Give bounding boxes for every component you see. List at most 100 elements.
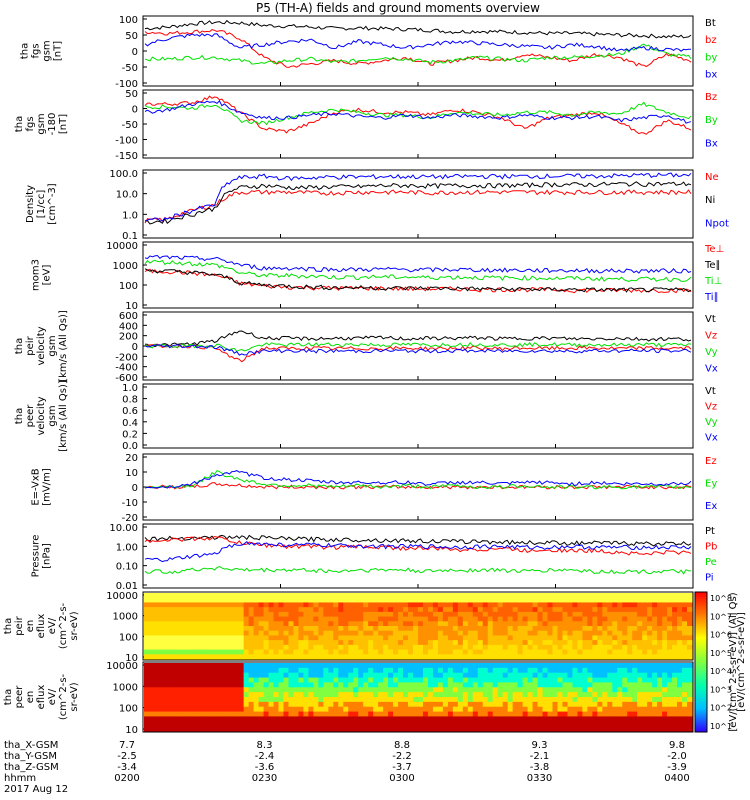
heatmap-cell	[233, 616, 240, 622]
heatmap-cell	[527, 593, 534, 599]
y-label-line: [km/s (All Qs)]	[58, 310, 69, 382]
heatmap-cell	[283, 682, 289, 688]
heatmap-cell	[462, 677, 469, 683]
heatmap-cell	[452, 644, 459, 651]
heatmap-cell	[368, 677, 374, 683]
heatmap-cell	[512, 682, 519, 688]
heatmap-cell	[657, 701, 663, 708]
heatmap-cell	[388, 706, 394, 713]
heatmap-cell	[492, 626, 499, 632]
heatmap-cell	[657, 640, 663, 646]
heatmap-cell	[148, 716, 155, 722]
y-tick-label: 1000	[113, 261, 138, 272]
heatmap-cell	[557, 644, 563, 651]
heatmap-cell	[477, 672, 484, 679]
heatmap-cell	[512, 626, 519, 632]
heatmap-cell	[348, 687, 354, 693]
heatmap-cell	[622, 597, 628, 603]
heatmap-cell	[373, 716, 379, 722]
heatmap-cell	[223, 677, 230, 683]
heatmap-cell	[672, 667, 678, 674]
heatmap-cell	[537, 726, 544, 732]
heatmap-cell	[617, 644, 623, 651]
heatmap-cell	[248, 626, 255, 632]
heatmap-cell	[567, 616, 573, 622]
heatmap-cell	[492, 640, 499, 646]
heatmap-cell	[672, 640, 678, 646]
y-tick-label: -150	[115, 151, 138, 162]
heatmap-cell	[193, 593, 200, 599]
heatmap-cell	[278, 706, 284, 713]
heatmap-cell	[418, 721, 424, 727]
heatmap-cell	[517, 630, 524, 636]
heatmap-cell	[552, 597, 558, 603]
heatmap-cell	[517, 649, 524, 655]
heatmap-cell	[183, 593, 190, 599]
heatmap-cell	[263, 711, 270, 717]
heatmap-cell	[657, 611, 663, 618]
heatmap-cell	[662, 667, 668, 674]
heatmap-cell	[403, 640, 409, 646]
heatmap-cell	[662, 692, 668, 698]
heatmap-cell	[532, 706, 539, 713]
heatmap-cell	[253, 663, 260, 669]
heatmap-cell	[472, 692, 479, 698]
heatmap-cell	[427, 616, 434, 622]
heatmap-cell	[233, 607, 240, 613]
y-tick-label: 10	[125, 468, 138, 479]
heatmap-cell	[512, 701, 519, 708]
heatmap-cell	[497, 611, 504, 618]
heatmap-cell	[158, 654, 165, 660]
legend-blue: Vx	[705, 432, 718, 443]
heatmap-cell	[393, 682, 399, 688]
heatmap-cell	[343, 616, 349, 622]
heatmap-cell	[343, 602, 349, 608]
heatmap-cell	[358, 640, 364, 646]
heatmap-cell	[418, 682, 424, 688]
heatmap-cell	[427, 621, 434, 627]
heatmap-cell	[422, 616, 429, 622]
heatmap-cell	[477, 611, 484, 618]
heatmap-cell	[532, 701, 539, 708]
heatmap-cell	[587, 626, 593, 632]
heatmap-cell	[383, 663, 389, 669]
heatmap-cell	[163, 635, 170, 641]
heatmap-cell	[447, 701, 454, 708]
heatmap-cell	[567, 726, 573, 732]
heatmap-cell	[512, 672, 519, 679]
heatmap-cell	[652, 687, 658, 693]
heatmap-cell	[363, 649, 369, 655]
legend-black: Vt	[705, 386, 716, 397]
heatmap-cell	[602, 677, 608, 683]
x-tick-label: -2.5	[117, 751, 137, 762]
heatmap-cell	[228, 649, 235, 655]
heatmap-cell	[632, 701, 638, 708]
heatmap-cell	[258, 692, 265, 698]
heatmap-cell	[437, 635, 444, 641]
heatmap-cell	[457, 692, 464, 698]
heatmap-cell	[203, 640, 210, 646]
colorbar-label: [eV/(cm^2-s-sr-eV)] (All Qs)	[728, 592, 739, 731]
heatmap-cell	[667, 667, 673, 674]
heatmap-cell	[318, 692, 324, 698]
heatmap-cell	[642, 630, 648, 636]
heatmap-cell	[188, 607, 195, 613]
heatmap-cell	[557, 640, 563, 646]
heatmap-cell	[248, 654, 255, 660]
heatmap-cell	[642, 602, 648, 608]
heatmap-cell	[447, 597, 454, 603]
heatmap-cell	[173, 677, 180, 683]
heatmap-cell	[607, 621, 613, 627]
heatmap-cell	[552, 602, 558, 608]
heatmap-cell	[462, 644, 469, 651]
heatmap-cell	[288, 663, 294, 669]
x-tick-label: 8.8	[394, 740, 410, 751]
heatmap-cell	[532, 654, 539, 660]
heatmap-cell	[158, 721, 165, 727]
heatmap-cell	[597, 611, 603, 618]
heatmap-cell	[612, 716, 618, 722]
heatmap-cell	[472, 611, 479, 618]
heatmap-cell	[667, 721, 673, 727]
heatmap-cell	[492, 607, 499, 613]
heatmap-cell	[238, 626, 245, 632]
